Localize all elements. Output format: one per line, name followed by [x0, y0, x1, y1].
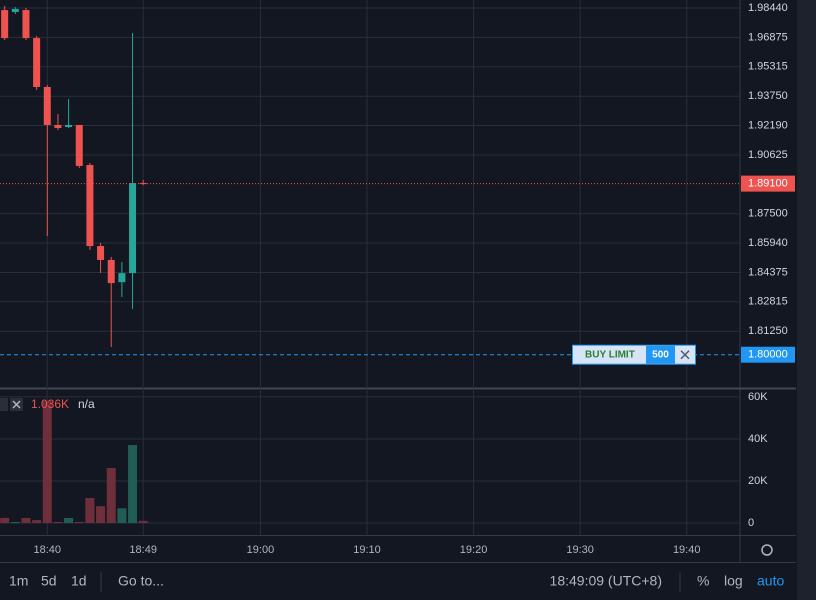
volume-bar [0, 517, 10, 524]
x-tick-label: 18:49 [129, 544, 157, 556]
candle-body [54, 124, 62, 128]
volume-tick-label: 0 [748, 517, 754, 529]
y-tick-label: 1.81250 [748, 325, 788, 337]
volume-bar [53, 521, 63, 524]
ui: 1.036K n/a 1m 5d 1d Go to... 18:49:09 (U… [0, 2, 795, 592]
y-tick-label: 1.87500 [748, 208, 788, 220]
order-price-box [741, 346, 795, 363]
candle-body [107, 259, 115, 284]
order-cancel[interactable] [680, 350, 690, 360]
volume-extra: n/a [78, 397, 95, 411]
goto-button[interactable]: Go to... [118, 573, 164, 589]
volume-tick-label: 40K [748, 433, 768, 445]
candle-body [11, 8, 19, 12]
range-button[interactable]: 1d [71, 573, 87, 589]
volume-tick-label: 20K [748, 475, 768, 487]
y-tick-label: 1.95315 [748, 61, 788, 73]
candle-body [118, 273, 126, 283]
grid [0, 0, 740, 535]
y-tick-label: 1.96875 [748, 31, 788, 43]
y-tick-label: 1.84375 [748, 266, 788, 278]
volume-bar [138, 520, 148, 524]
x-tick-label: 19:10 [353, 544, 381, 556]
percent-toggle[interactable]: % [697, 573, 709, 589]
last-price-label: 1.89100 [748, 178, 788, 190]
y-tick-label: 1.82815 [748, 296, 788, 308]
log-toggle[interactable]: log [724, 573, 743, 589]
range-button[interactable]: 1m [9, 573, 28, 589]
candle-body [129, 183, 137, 274]
volume-bar [64, 517, 74, 524]
y-tick-label: 1.93750 [748, 90, 788, 102]
candle-body [97, 246, 105, 260]
candle-body [43, 86, 51, 125]
candle-body [75, 124, 83, 166]
order-qty-box [646, 345, 675, 364]
settings-icon[interactable] [761, 544, 773, 556]
y-tick-label: 1.98440 [748, 2, 788, 14]
volume-tick-label: 60K [748, 391, 768, 403]
x-tick-label: 19:30 [566, 544, 594, 556]
volume-bar [96, 506, 106, 524]
marks [0, 5, 740, 524]
volume-value: 1.036K [31, 397, 69, 411]
candle-body [65, 124, 73, 128]
order-side: BUY LIMIT [585, 349, 635, 360]
volume-bar [21, 517, 31, 524]
order-price-label: 1.80000 [748, 349, 788, 361]
legend-icon[interactable] [0, 398, 8, 411]
volume-bar [10, 521, 20, 524]
x-tick-label: 19:20 [460, 544, 488, 556]
scrollbar [797, 0, 816, 600]
x-tick-label: 19:40 [673, 544, 701, 556]
volume-bar [106, 467, 116, 524]
volume-bar [42, 401, 52, 524]
last-price-box [741, 175, 795, 192]
close-icon [12, 400, 21, 409]
x-tick-label: 18:40 [34, 544, 62, 556]
volume-bar [117, 508, 127, 524]
candle-body [139, 183, 147, 185]
candle-body [1, 10, 9, 39]
candle-body [86, 165, 94, 247]
x-tick-label: 19:00 [247, 544, 275, 556]
y-tick-label: 1.90625 [748, 149, 788, 161]
y-tick-label: 1.92190 [748, 119, 788, 131]
clock: 18:49:09 (UTC+8) [550, 573, 662, 589]
volume-bar [85, 498, 95, 524]
volume-bar [128, 445, 138, 524]
auto-toggle[interactable]: auto [757, 573, 784, 589]
range-button[interactable]: 5d [41, 573, 57, 589]
volume-bar [32, 520, 42, 524]
candle-body [33, 38, 41, 87]
y-tick-label: 1.85940 [748, 237, 788, 249]
order-quantity: 500 [652, 349, 669, 360]
candle-body [22, 10, 30, 39]
volume-bar [74, 521, 84, 524]
